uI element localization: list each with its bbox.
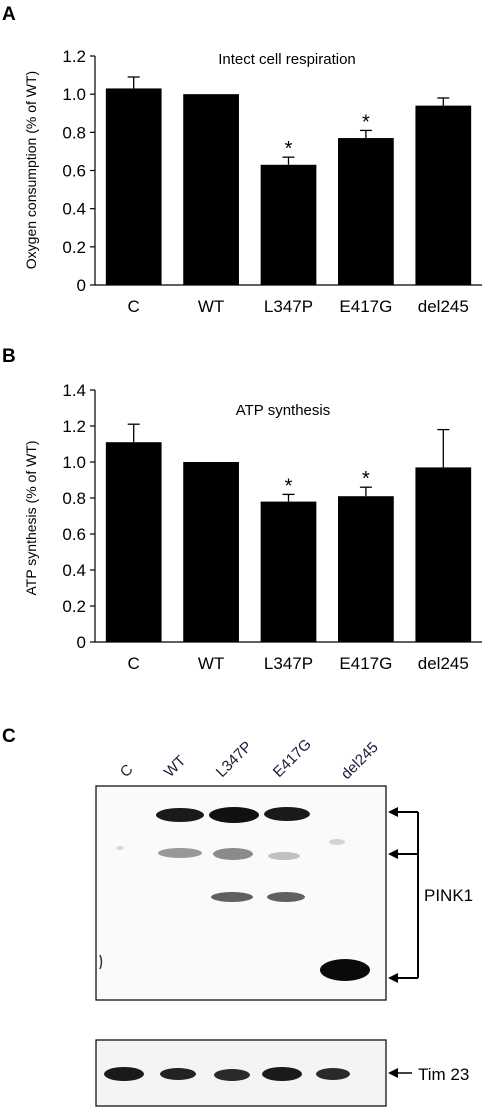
panel-letter-a: A	[2, 4, 16, 25]
panel-letter-b: B	[2, 346, 16, 367]
y-tick-label: 1.2	[62, 47, 86, 66]
tim23-band-del245	[316, 1068, 350, 1080]
tim23-band-e417g	[262, 1067, 302, 1081]
y-tick-label: 1.0	[62, 453, 86, 472]
bar-e417g	[338, 138, 394, 285]
pink1-bracket	[392, 811, 419, 979]
blot-edge-mark	[99, 954, 103, 970]
y-tick-label: 1.4	[62, 381, 86, 400]
y-tick-label: 0.6	[62, 525, 86, 544]
y-tick-label: 0	[77, 633, 86, 652]
pink1-label: PINK1	[424, 886, 473, 905]
chart-a-title: Intect cell respiration	[218, 51, 356, 68]
bar-c	[105, 88, 162, 285]
y-tick-label: 1.2	[62, 417, 86, 436]
tim23-band-c	[104, 1067, 144, 1081]
y-tick-label: 1.0	[62, 85, 86, 104]
panel-letter-c: C	[2, 726, 16, 747]
significance-marker: *	[285, 475, 293, 497]
band-wt-upper	[156, 808, 204, 822]
arrow-middle-icon	[388, 849, 398, 859]
chart-intact-cell-respiration: Intect cell respiration Oxygen consumpti…	[23, 47, 482, 316]
chart-atp-synthesis: ATP synthesis ATP synthesis (% of WT) 0 0…	[23, 381, 482, 673]
tim23-band-wt	[160, 1068, 196, 1080]
category-label: E417G	[339, 297, 392, 316]
bar-l347p	[260, 501, 317, 642]
lane-label-del245: del245	[338, 739, 382, 783]
bar-l347p	[260, 164, 317, 285]
y-tick-label: 0.8	[62, 489, 86, 508]
category-label: del245	[418, 654, 469, 673]
band-wt-middle	[158, 848, 202, 858]
band-e417g-middle	[268, 852, 300, 860]
chart-b-ylabel: ATP synthesis (% of WT)	[23, 440, 39, 595]
bar-wt	[183, 462, 239, 642]
category-label: L347P	[264, 297, 313, 316]
significance-marker: *	[285, 138, 293, 160]
bar-del245	[415, 105, 472, 285]
western-blot: C WT L347P E417G del245	[95, 736, 473, 1107]
y-tick-label: 0.2	[62, 238, 86, 257]
band-l347p-upper	[209, 807, 259, 823]
category-label: WT	[198, 297, 224, 316]
chart-b-title: ATP synthesis	[236, 402, 330, 419]
band-e417g-lower	[267, 892, 305, 902]
bar-del245	[415, 467, 472, 642]
band-l347p-middle	[213, 848, 253, 860]
tim23-label: Tim 23	[418, 1065, 469, 1084]
band-c-faint	[116, 846, 124, 850]
lane-label-l347p: L347P	[213, 738, 256, 781]
y-tick-label: 0.6	[62, 162, 86, 181]
significance-marker: *	[362, 111, 370, 133]
arrow-lower-icon	[388, 973, 398, 983]
tim23-band-l347p	[214, 1069, 250, 1081]
bar-c	[105, 442, 162, 642]
y-tick-label: 0.4	[62, 561, 86, 580]
arrowheads	[388, 807, 398, 983]
y-tick-label: 0	[77, 276, 86, 295]
arrow-upper-icon	[388, 807, 398, 817]
lane-label-c: C	[117, 761, 137, 781]
band-del245-truncated	[320, 959, 370, 981]
bar-wt	[183, 94, 239, 286]
y-tick-label: 0.4	[62, 200, 86, 219]
category-label: L347P	[264, 654, 313, 673]
category-label: C	[128, 297, 140, 316]
band-e417g-upper	[264, 807, 310, 821]
category-label: del245	[418, 297, 469, 316]
y-tick-label: 0.8	[62, 123, 86, 142]
band-l347p-lower	[211, 892, 253, 902]
category-label: C	[128, 654, 140, 673]
category-label: E417G	[339, 654, 392, 673]
category-label: WT	[198, 654, 224, 673]
lane-label-e417g: E417G	[270, 736, 315, 781]
y-tick-label: 0.2	[62, 597, 86, 616]
tim23-arrow-icon	[388, 1068, 398, 1078]
significance-marker: *	[362, 468, 370, 490]
band-del245-faint	[329, 839, 345, 845]
chart-a-ylabel: Oxygen consumption (% of WT)	[23, 71, 39, 269]
lane-label-wt: WT	[161, 752, 190, 781]
bar-e417g	[338, 496, 394, 642]
